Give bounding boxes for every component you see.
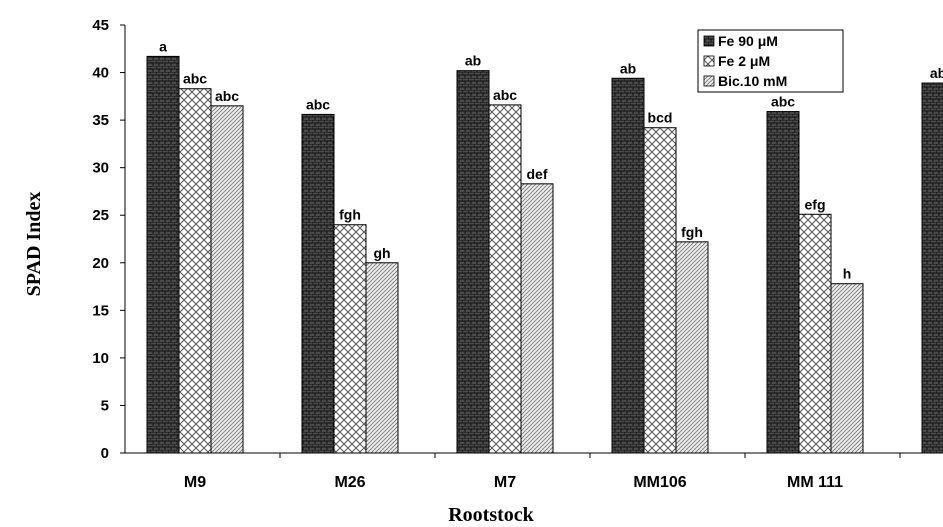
legend-label-fe90: Fe 90 μM (718, 33, 778, 49)
y-axis-title: SPAD Index (23, 192, 45, 297)
y-tick-label: 45 (92, 17, 109, 34)
bar (210, 105, 244, 454)
bar (301, 113, 335, 454)
significance-label: efg (805, 196, 826, 212)
bar (178, 88, 212, 454)
bar (488, 104, 522, 454)
bar (766, 111, 800, 454)
significance-label: ab (465, 53, 481, 69)
legend-swatch-fe90 (703, 35, 715, 47)
significance-label: ab (620, 60, 636, 76)
significance-label: abc (771, 94, 795, 110)
y-tick-label: 25 (92, 207, 109, 224)
y-axis-ticks: 0 5 10 15 20 25 30 35 40 45 (92, 17, 125, 462)
bar (456, 70, 490, 454)
bar (830, 283, 864, 454)
legend-label-bic: Bic.10 mM (718, 73, 787, 89)
bar (333, 224, 367, 454)
significance-label: abc (183, 71, 207, 87)
bar-series (146, 55, 943, 454)
y-tick-label: 30 (92, 160, 109, 177)
significance-label: def (527, 166, 548, 182)
bar (921, 82, 943, 454)
y-tick-label: 0 (101, 445, 109, 462)
y-tick-label: 15 (92, 302, 109, 319)
bar (146, 55, 180, 454)
significance-label: bcd (648, 110, 673, 126)
significance-label: fgh (681, 224, 703, 240)
significance-label: h (843, 266, 852, 282)
legend: Fe 90 μM Fe 2 μM Bic.10 mM (697, 29, 844, 93)
legend-swatch-bic (703, 75, 715, 87)
y-tick-label: 40 (92, 65, 109, 82)
bar (643, 127, 677, 454)
significance-label: abc (306, 96, 330, 112)
y-tick-label: 35 (92, 112, 109, 129)
bar (798, 213, 832, 454)
category-label: M26 (334, 474, 365, 491)
category-label: MM106 (633, 474, 686, 491)
bar (611, 77, 645, 454)
y-tick-label: 10 (92, 350, 109, 367)
category-label: M9 (184, 474, 206, 491)
significance-label: abc (215, 88, 239, 104)
category-label: M7 (494, 474, 516, 491)
significance-label: fgh (339, 207, 361, 223)
x-axis-title: Rootstock (448, 504, 534, 522)
y-tick-label: 5 (101, 397, 109, 414)
significance-label: a (159, 38, 167, 54)
significance-labels: aabcabcabcfghghababcdefabbcdfghabcefghab… (159, 38, 943, 281)
category-label: MM 111 (787, 474, 843, 491)
legend-box (697, 29, 844, 93)
significance-label: abc (493, 87, 517, 103)
y-tick-label: 20 (92, 255, 109, 272)
legend-label-fe2: Fe 2 μM (718, 53, 770, 69)
significance-label: gh (373, 245, 390, 261)
significance-label: ab (930, 65, 943, 81)
bar (675, 241, 709, 454)
bar (365, 262, 399, 454)
legend-swatch-fe2 (703, 55, 715, 67)
bar (520, 183, 554, 454)
